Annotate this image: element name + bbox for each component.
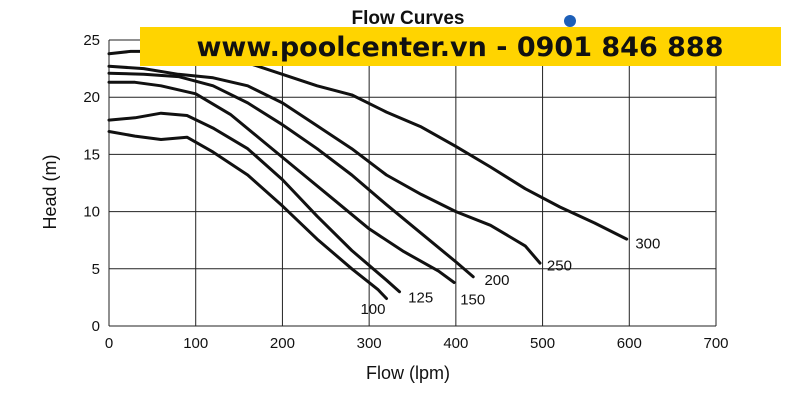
y-tick-label: 5 — [92, 261, 100, 278]
blue-dot-icon — [564, 15, 576, 27]
chart-title: Flow Curves — [352, 8, 465, 29]
x-tick-label: 400 — [443, 335, 468, 352]
curve-label-300: 300 — [635, 236, 660, 253]
y-tick-label: 25 — [83, 32, 100, 49]
y-tick-label: 15 — [83, 146, 100, 163]
y-tick-label: 20 — [83, 89, 100, 106]
curve-label-200: 200 — [484, 272, 509, 289]
curve-250 — [107, 64, 542, 265]
x-tick-label: 700 — [703, 335, 728, 352]
x-tick-label: 100 — [183, 335, 208, 352]
x-tick-label: 300 — [357, 335, 382, 352]
y-tick-label: 10 — [83, 204, 100, 221]
curve-labels: 100 125 150 200 250 300 — [360, 236, 660, 318]
curve-150 — [107, 80, 456, 284]
y-tick-label: 0 — [92, 318, 100, 335]
curve-100 — [107, 130, 388, 300]
tick-labels: 0 100 200 300 400 500 600 700 0 5 10 15 20 25 — [83, 32, 728, 352]
x-tick-label: 200 — [270, 335, 295, 352]
curves — [107, 49, 629, 300]
y-axis-label: Head (m) — [40, 154, 60, 229]
curve-label-125: 125 — [408, 289, 433, 306]
x-tick-label: 0 — [105, 335, 113, 352]
curve-label-150: 150 — [460, 292, 485, 309]
promo-banner-text: www.poolcenter.vn - 0901 846 888 — [196, 32, 723, 63]
curve-125 — [107, 111, 401, 294]
x-axis-label: Flow (lpm) — [366, 363, 450, 383]
x-tick-label: 500 — [530, 335, 555, 352]
promo-banner — [140, 27, 781, 66]
curve-label-100: 100 — [360, 301, 385, 318]
x-tick-label: 600 — [617, 335, 642, 352]
curve-label-250: 250 — [547, 257, 572, 274]
curve-200 — [107, 71, 475, 279]
